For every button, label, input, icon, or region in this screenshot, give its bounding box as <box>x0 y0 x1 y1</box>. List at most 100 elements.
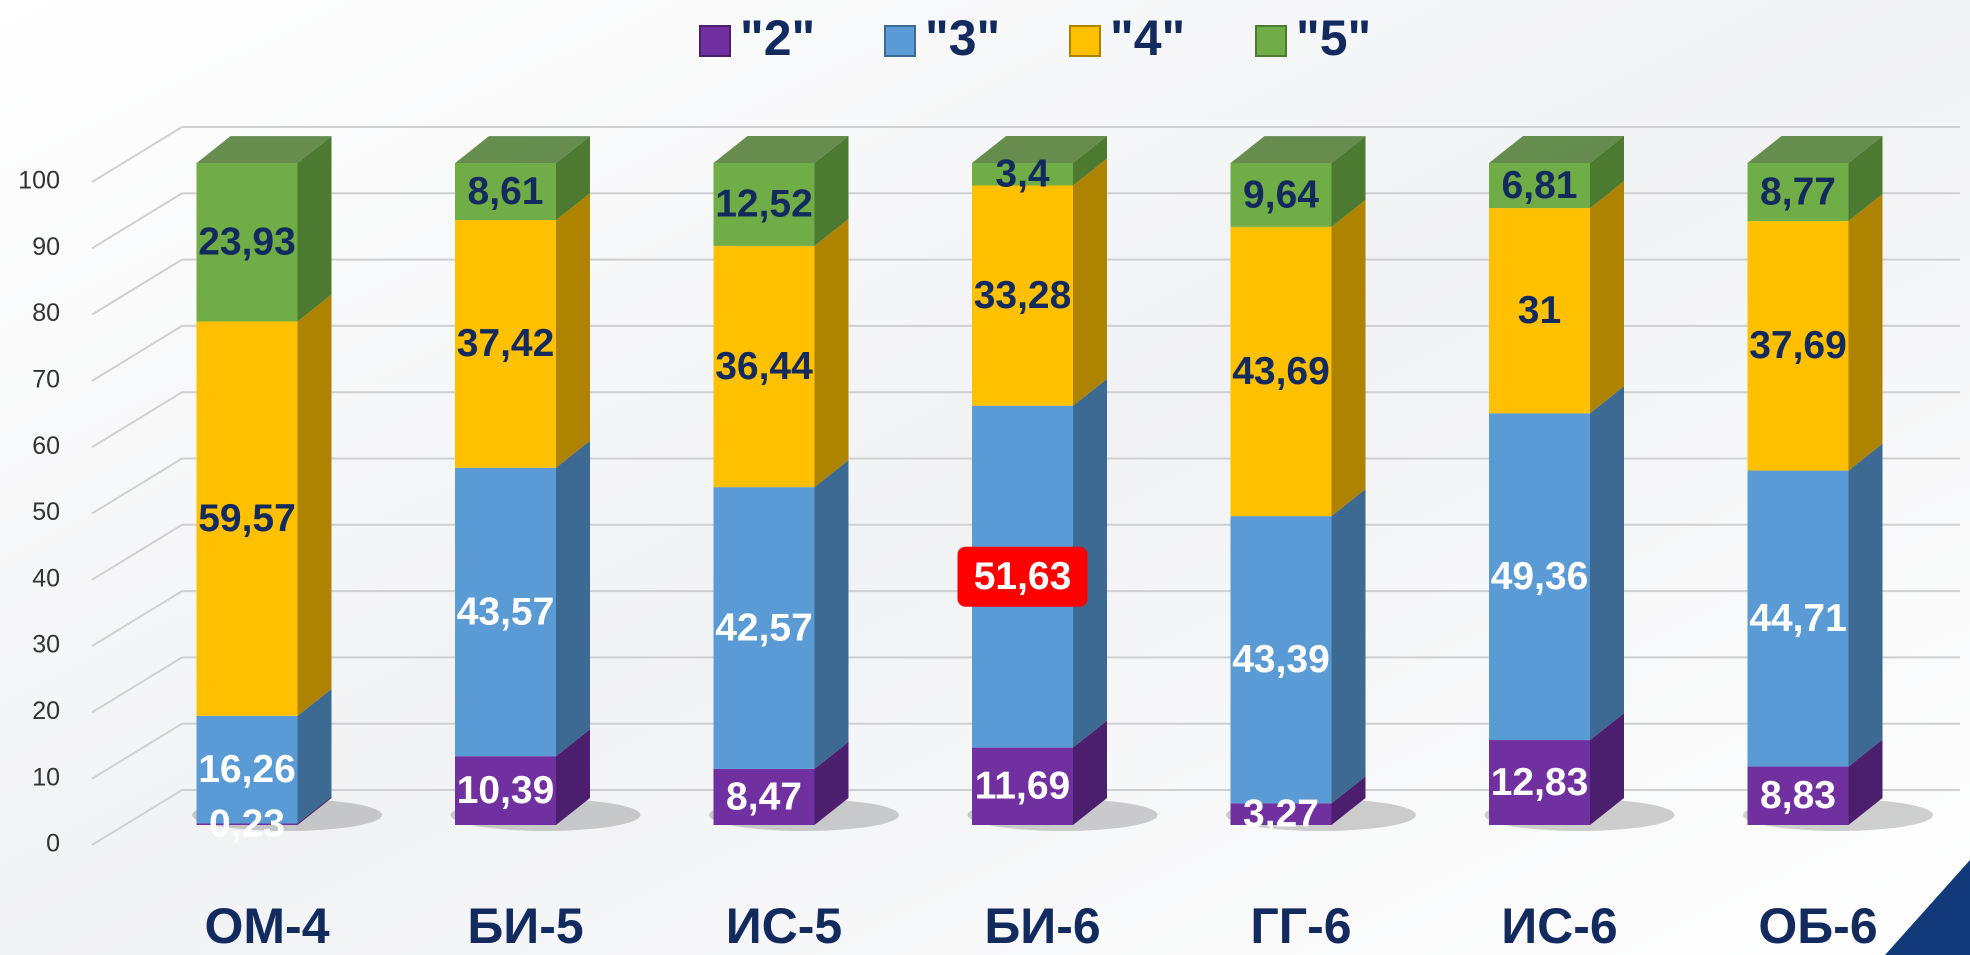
data-label: 6,81 <box>1502 164 1578 207</box>
data-label: 12,52 <box>715 183 813 226</box>
bar-side <box>1848 443 1883 767</box>
data-label: 33,28 <box>974 274 1072 317</box>
y-tick-label: 70 <box>32 366 60 394</box>
data-label: 10,39 <box>457 769 555 812</box>
data-label: 8,47 <box>726 775 802 818</box>
bar-segment <box>1489 740 1590 825</box>
data-label: 9,64 <box>1243 173 1319 216</box>
data-label: 36,44 <box>715 345 813 388</box>
data-label: 43,57 <box>457 590 555 633</box>
bar-segment <box>455 163 556 221</box>
data-label: 43,39 <box>1232 638 1330 681</box>
x-tick-label: ОБ-6 <box>1758 898 1877 954</box>
legend-label: "4" <box>1110 10 1185 66</box>
bar-side <box>556 729 590 825</box>
grid-line <box>91 324 1960 382</box>
y-tick-label: 60 <box>32 432 60 460</box>
legend-label: "2" <box>740 10 815 66</box>
corner-decoration <box>1885 860 1970 955</box>
bar-segment <box>1230 516 1332 804</box>
data-label: 59,57 <box>198 497 296 540</box>
data-label: 44,71 <box>1749 597 1847 640</box>
bar-segment <box>455 467 556 757</box>
data-label: 23,93 <box>198 221 296 264</box>
bar-side <box>1590 713 1624 825</box>
bar-side <box>297 294 332 716</box>
bar-segment <box>972 185 1073 406</box>
bar-segment <box>1489 413 1590 741</box>
data-label: 8,77 <box>1760 170 1836 213</box>
x-tick-label: БИ-6 <box>984 898 1100 954</box>
x-tick-label: ОМ-4 <box>205 898 330 954</box>
bar-side <box>1848 136 1883 222</box>
grid-line <box>91 126 1960 183</box>
y-tick-label: 90 <box>32 233 60 261</box>
label-highlight <box>957 546 1088 607</box>
bar-segment <box>1230 163 1332 227</box>
legend-label: "3" <box>925 10 1000 66</box>
bar-side <box>1331 776 1366 825</box>
bar-side <box>1331 489 1366 804</box>
bar-side <box>1331 136 1366 227</box>
bar-side <box>297 136 332 322</box>
bar-side <box>1590 136 1624 209</box>
bar-side <box>1073 158 1107 406</box>
bar-top <box>1230 136 1366 164</box>
bar-side <box>814 741 849 825</box>
bar-side <box>1073 136 1107 186</box>
y-tick-label: 30 <box>32 631 60 659</box>
bar-segment <box>196 715 298 824</box>
x-tick-label: ИС-5 <box>726 898 843 954</box>
bar-side <box>556 440 590 757</box>
bar-top <box>972 136 1107 163</box>
grid-line <box>91 590 1960 647</box>
data-label: 42,57 <box>715 606 813 649</box>
grid-line <box>91 789 1960 846</box>
bar-segment <box>713 487 815 769</box>
data-label: 37,69 <box>1749 324 1847 367</box>
data-label: 43,69 <box>1232 350 1330 393</box>
bar-side <box>1331 199 1366 517</box>
bar-top <box>455 136 590 164</box>
legend-swatch <box>699 25 731 57</box>
bar-segment <box>1230 226 1332 517</box>
bar-side <box>1073 720 1107 825</box>
bar-top <box>1747 136 1883 163</box>
data-label: 3,27 <box>1243 792 1319 835</box>
bar-segment <box>455 220 556 468</box>
bar-segment <box>1489 163 1590 209</box>
bar-segment <box>1747 470 1849 767</box>
y-tick-label: 10 <box>32 763 60 791</box>
data-label: 8,83 <box>1760 774 1836 817</box>
data-label: 37,42 <box>457 322 555 365</box>
bar-side <box>1590 181 1624 414</box>
legend-label: "5" <box>1296 10 1371 66</box>
y-tick-label: 100 <box>18 167 60 195</box>
data-label: 12,83 <box>1491 761 1589 804</box>
bar-segment <box>972 163 1073 186</box>
bar-segment <box>196 321 298 716</box>
bar-segment <box>1489 208 1590 414</box>
bar-side <box>297 688 332 824</box>
bar-side <box>1590 386 1624 741</box>
grid-line <box>91 523 1960 581</box>
bar-segment <box>713 163 815 246</box>
bar-top <box>713 136 849 163</box>
data-label: 8,61 <box>468 170 544 213</box>
bar-side <box>814 218 849 488</box>
y-tick-label: 40 <box>32 564 60 592</box>
data-label: 16,26 <box>198 748 296 791</box>
legend-swatch <box>1255 25 1287 57</box>
legend-swatch <box>1069 25 1101 57</box>
bar-segment <box>972 747 1073 825</box>
bar-segment <box>196 163 298 322</box>
data-label: 31 <box>1518 289 1561 332</box>
grid-line <box>91 722 1960 780</box>
bar-segment <box>455 756 556 825</box>
data-label: 3,4 <box>995 153 1050 196</box>
bar-segment <box>713 768 815 825</box>
grid-line <box>91 192 1960 250</box>
bar-top <box>196 136 332 164</box>
legend-swatch <box>884 25 916 57</box>
bar-top <box>1489 136 1624 163</box>
